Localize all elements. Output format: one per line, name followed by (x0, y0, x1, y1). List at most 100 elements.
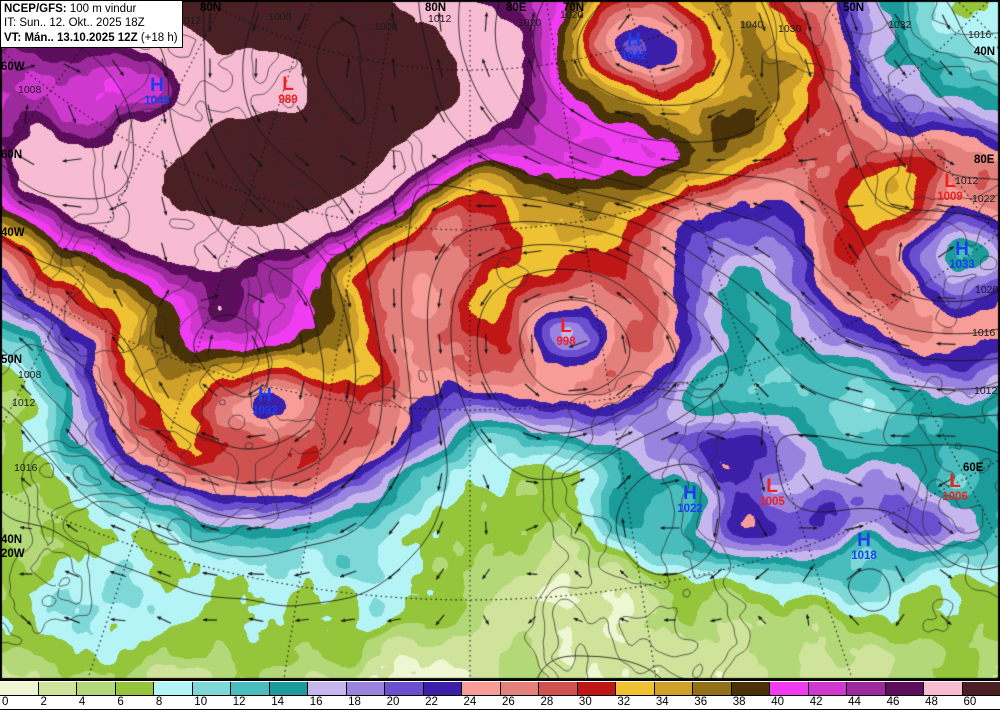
pressure-value: 989 (266, 95, 310, 107)
legend-tick-2: 2 (40, 696, 46, 709)
isobar-label-1032-12: 1032 (888, 20, 911, 31)
legend-tick-42: 42 (810, 696, 823, 709)
legend-tick-38: 38 (733, 696, 746, 709)
graticule-label-40n: 40N (1, 535, 22, 547)
graticule-label-60n: 60N (1, 150, 22, 162)
pressure-type-glyph: H (940, 240, 984, 259)
legend-swatch-44 (847, 682, 886, 695)
legend-tick-22: 22 (425, 696, 438, 709)
legend-tick-30: 30 (579, 696, 592, 709)
valid-time-value: Mán.. 13.10.2025 12Z (24, 32, 137, 44)
legend-tick-46: 46 (887, 696, 900, 709)
legend-swatch-6 (116, 682, 155, 695)
legend-swatch-4 (77, 682, 116, 695)
legend-swatch-48 (924, 682, 963, 695)
valid-label: VT: (4, 32, 21, 44)
legend-swatch-16 (308, 682, 347, 695)
legend-tick-48: 48 (925, 696, 938, 709)
init-time-line: IT: Sun.. 12. Okt.. 2025 18Z (4, 16, 178, 30)
legend-tick-20: 20 (387, 696, 400, 709)
field-name: 100 m vindur (70, 3, 136, 15)
graticule-label-50n: 50N (843, 3, 864, 15)
pressure-type-glyph: L (750, 477, 794, 496)
legend-swatch-20 (385, 682, 424, 695)
legend-tick-4: 4 (79, 696, 85, 709)
graticule-label-20w: 20W (1, 549, 25, 561)
isobar-label-1012-7: 1012 (428, 14, 451, 25)
pressure-value: 1032 (243, 406, 287, 418)
legend-tick-16: 16 (310, 696, 323, 709)
isobar-label-1020-8: 1020 (518, 18, 541, 29)
isobar-label-1012-18: 1012 (974, 386, 997, 397)
legend-tick-0: 0 (2, 696, 8, 709)
isobar-label-1016-13: 1016 (968, 30, 991, 41)
legend-tick-14: 14 (271, 696, 284, 709)
pressure-type-glyph: H (243, 386, 287, 405)
legend-swatch-14 (270, 682, 309, 695)
legend-swatch-18 (347, 682, 386, 695)
legend-tick-36: 36 (694, 696, 707, 709)
isobar-label-1012-2: 1012 (12, 398, 35, 409)
model-info-box: NCEP/GFS: 100 m vindur IT: Sun.. 12. Okt… (0, 0, 183, 48)
isobar-label-1030-11: 1030 (778, 24, 801, 35)
isobar-label-1020-16: 1020 (975, 285, 998, 296)
legend-swatch-strip (0, 682, 1000, 695)
graticule-label-80e: 80E (974, 155, 994, 167)
legend-swatch-36 (693, 682, 732, 695)
legend-swatch-12 (231, 682, 270, 695)
model-name: NCEP/GFS: (4, 3, 67, 15)
graticule-label-80n: 80N (200, 3, 221, 15)
pressure-value: 1006 (933, 492, 977, 504)
legend-tick-26: 26 (502, 696, 515, 709)
legend-tick-12: 12 (233, 696, 246, 709)
valid-time-line: VT: Mán.. 13.10.2025 12Z (+18 h) (4, 31, 178, 45)
legend-swatch-38 (732, 682, 771, 695)
legend-swatch-32 (616, 682, 655, 695)
legend-tick-60: 60 (964, 696, 977, 709)
graticule-label-40w: 40W (1, 228, 25, 240)
legend-swatch-22 (424, 682, 463, 695)
pressure-value: 1022 (668, 504, 712, 516)
pressure-value: 1033 (940, 260, 984, 272)
isobar-label-1008-5: 1008 (268, 12, 291, 23)
init-label: IT: (4, 17, 16, 29)
pressure-type-glyph: L (266, 75, 310, 94)
legend-swatch-34 (655, 682, 694, 695)
init-time-value: Sun.. 12. Okt.. 2025 18Z (19, 17, 144, 29)
pressure-value: 998 (544, 337, 588, 349)
pressure-type-glyph: H (135, 76, 179, 95)
model-line: NCEP/GFS: 100 m vindur (4, 2, 178, 16)
legend-swatch-8 (154, 682, 193, 695)
legend-swatch-28 (539, 682, 578, 695)
lead-time-value: (+18 h) (141, 32, 178, 44)
legend-tick-28: 28 (540, 696, 553, 709)
legend-swatch-42 (809, 682, 848, 695)
legend-tick-34: 34 (656, 696, 669, 709)
pressure-type-glyph: L (544, 317, 588, 336)
pressure-type-glyph: H (668, 484, 712, 503)
graticule-label-80n: 80N (425, 3, 446, 15)
legend-swatch-60 (963, 682, 1000, 695)
legend-swatch-2 (39, 682, 78, 695)
pressure-value: 1042 (612, 51, 656, 63)
graticule-label-70n: 70N (563, 3, 584, 15)
legend-tick-6: 6 (117, 696, 123, 709)
legend-tick-8: 8 (156, 696, 162, 709)
graticule-label-60w: 60W (1, 62, 25, 74)
pressure-value: 1018 (842, 551, 886, 563)
legend-swatch-0 (0, 682, 39, 695)
